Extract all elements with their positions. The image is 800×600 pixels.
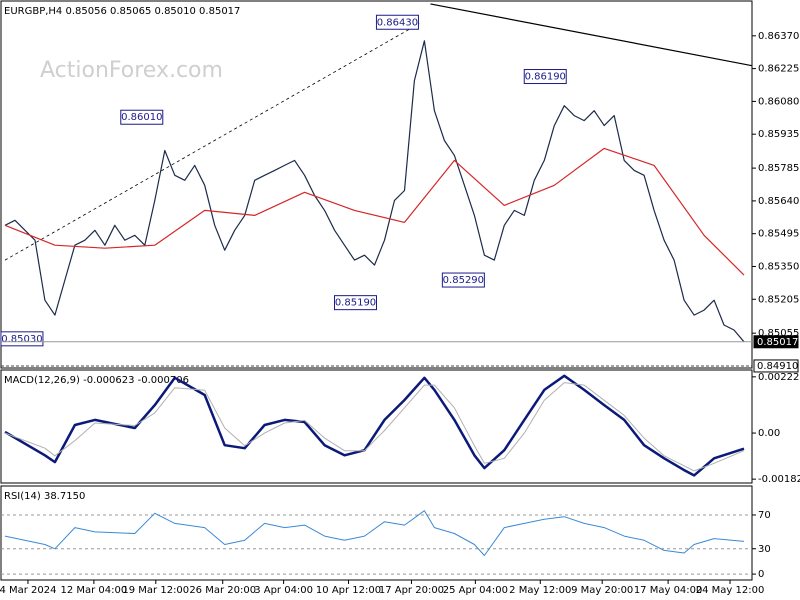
- x-tick-label: 17 May 04:00: [634, 585, 703, 596]
- y-tick-label: 0.85935: [758, 129, 799, 140]
- x-tick-label: 2 May 12:00: [509, 585, 571, 596]
- x-tick-label: 9 May 20:00: [571, 585, 633, 596]
- panel-frame: [0, 0, 753, 369]
- price-label: 0.85017: [757, 337, 798, 348]
- pivot-label: 0.86190: [525, 72, 566, 83]
- x-tick-label: 25 Apr 04:00: [443, 585, 508, 596]
- price-label: 0.84910: [757, 361, 798, 372]
- y-tick-label: 0.85785: [758, 163, 799, 174]
- y-tick-label: -0.001827: [758, 474, 800, 485]
- series-line: [4, 40, 745, 343]
- pivot-label: 0.86010: [121, 112, 162, 123]
- pivot-label: 0.86430: [377, 17, 418, 28]
- y-tick-label: 30: [758, 544, 771, 555]
- x-tick-label: 19 Mar 12:00: [122, 585, 189, 596]
- x-tick-label: 26 Mar 20:00: [189, 585, 256, 596]
- y-tick-label: 0.85205: [758, 294, 799, 305]
- x-tick-label: 10 Apr 12:00: [316, 585, 381, 596]
- pivot-label: 0.85290: [443, 275, 484, 286]
- y-tick-label: 0.00: [758, 428, 780, 439]
- y-tick-label: 0.002229: [758, 372, 800, 383]
- y-tick-label: 0.86080: [758, 96, 799, 107]
- pivot-box: [120, 109, 164, 125]
- watermark: ActionForex.com: [40, 58, 223, 83]
- trendline: [430, 3, 753, 67]
- pivot-label: 0.85190: [335, 298, 376, 309]
- y-tick-label: 0.85350: [758, 261, 799, 272]
- series-line: [4, 510, 745, 556]
- price-box: [753, 335, 799, 349]
- x-tick-label: 4 Mar 2024: [0, 585, 56, 596]
- y-tick-label: 0.85640: [758, 196, 799, 207]
- price-box: [753, 359, 799, 373]
- pivot-box: [375, 14, 419, 30]
- y-tick-label: 0.85055: [758, 328, 799, 339]
- series-line: [4, 382, 745, 472]
- panel-header: MACD(12,26,9) -0.000623 -0.000706: [4, 375, 189, 386]
- y-tick-label: 0.85495: [758, 229, 799, 240]
- x-tick-label: 24 May 12:00: [696, 585, 765, 596]
- trendline: [4, 22, 421, 261]
- pivot-box: [523, 69, 567, 85]
- y-tick-label: 0: [758, 569, 764, 580]
- pivot-box: [0, 331, 44, 347]
- series-line: [4, 374, 745, 477]
- x-tick-label: 3 Apr 04:00: [254, 585, 313, 596]
- series-line: [4, 147, 745, 276]
- pivot-box: [333, 295, 377, 311]
- panel-header: RSI(14) 38.7150: [4, 491, 85, 502]
- y-tick-label: 0.86370: [758, 31, 799, 42]
- pivot-label: 0.85030: [1, 334, 42, 345]
- y-tick-label: 70: [758, 510, 771, 521]
- panel-frame: [0, 369, 753, 484]
- panel-header: EURGBP,H4 0.85056 0.85065 0.85010 0.8501…: [4, 6, 240, 17]
- pivot-box: [441, 272, 485, 288]
- x-tick-label: 17 Apr 20:00: [379, 585, 444, 596]
- y-tick-label: 0.86225: [758, 64, 799, 75]
- x-tick-label: 12 Mar 04:00: [60, 585, 127, 596]
- panel-frame: [0, 485, 753, 581]
